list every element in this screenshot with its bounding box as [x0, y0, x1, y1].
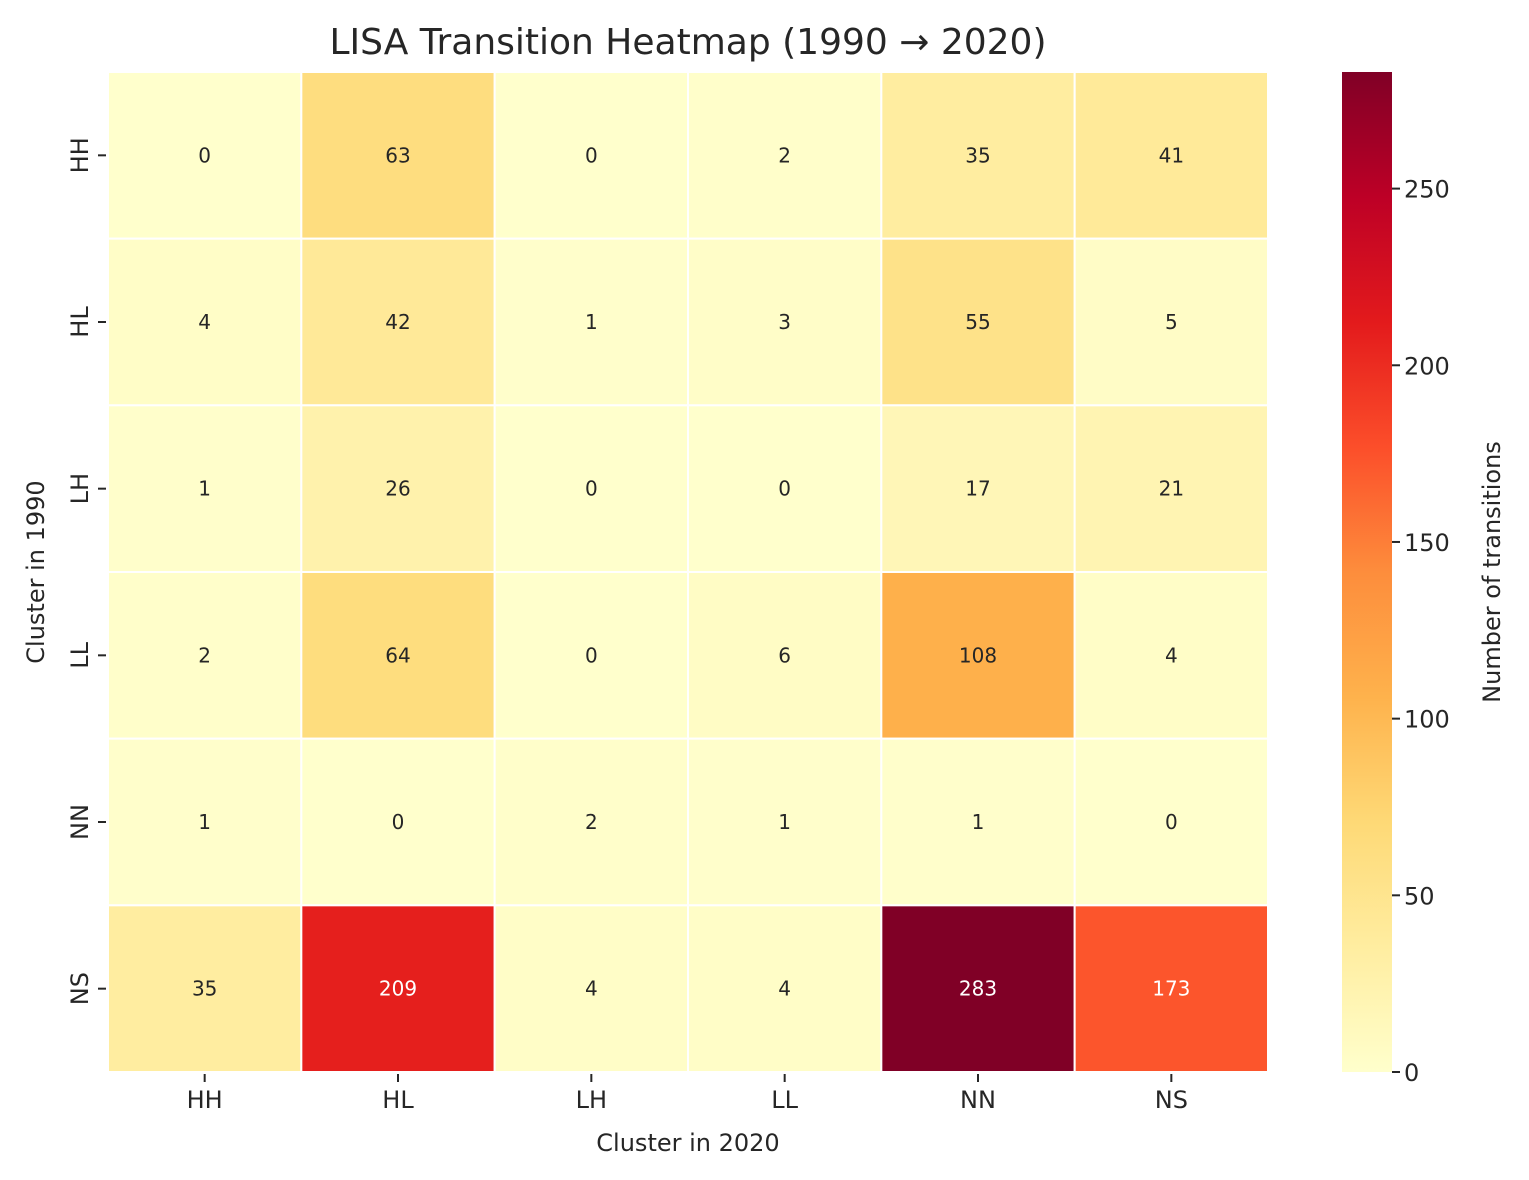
- heatmap-cell: [493, 737, 689, 907]
- cell-value-label: 1: [198, 477, 211, 501]
- heatmap-cell: [107, 737, 303, 907]
- x-axis-ticks: HH HL LH LL NN NS: [187, 1074, 1188, 1114]
- heatmap-cell: [687, 737, 883, 907]
- cell-value-label: 1: [585, 310, 598, 334]
- heatmap-cell: [493, 404, 689, 574]
- cell-value-label: 0: [585, 477, 598, 501]
- cell-value-label: 5: [1165, 310, 1178, 334]
- heatmap-cell: [300, 571, 496, 740]
- cell-value-label: 42: [385, 310, 410, 334]
- colorbar-tick-label: 200: [1404, 352, 1450, 380]
- cell-value-label: 173: [1152, 977, 1190, 1001]
- cell-value-label: 0: [1165, 810, 1178, 834]
- cell-value-label: 2: [198, 643, 211, 667]
- x-tick-label: LH: [576, 1086, 607, 1114]
- y-axis-ticks: HH HL LH LL NN NS: [66, 137, 106, 1005]
- y-tick-label: NS: [66, 972, 94, 1005]
- y-axis-label: Cluster in 1990: [22, 480, 50, 663]
- heatmap-cell: [880, 904, 1076, 1073]
- y-tick-label: HL: [66, 306, 94, 338]
- colorbar-tick-label: 150: [1404, 529, 1450, 557]
- colorbar-tick-label: 100: [1404, 706, 1450, 734]
- cell-value-label: 0: [778, 477, 791, 501]
- heatmap-cell: [687, 404, 883, 574]
- y-tick-label: NN: [66, 804, 94, 840]
- x-tick-label: HL: [382, 1086, 414, 1114]
- cell-value-label: 0: [198, 143, 211, 167]
- cell-value-label: 35: [965, 143, 990, 167]
- cell-value-label: 1: [972, 810, 985, 834]
- cell-value-label: 0: [392, 810, 405, 834]
- x-tick-label: NN: [960, 1086, 996, 1114]
- heatmap-cell: [687, 237, 883, 407]
- heatmap-cells: 0 63 0 2 35 414 42 1 3 55 51 26 0 0 17 212 64 0 6 108 41 0 2 1 1…: [107, 71, 1269, 1073]
- cell-value-label: 1: [778, 810, 791, 834]
- colorbar-tick-label: 50: [1404, 882, 1435, 910]
- y-tick-label: HH: [66, 137, 94, 173]
- cell-value-label: 108: [959, 643, 997, 667]
- heatmap-cell: [880, 571, 1076, 740]
- colorbar-tick-label: 0: [1404, 1059, 1419, 1087]
- heatmap-cell: [107, 404, 303, 574]
- cell-value-label: 4: [778, 977, 791, 1001]
- colorbar: [1342, 72, 1392, 1072]
- colorbar-tick-label: 250: [1404, 176, 1450, 204]
- y-tick-label: LL: [66, 641, 94, 668]
- heatmap-cell: [1073, 237, 1269, 407]
- heatmap-cell: [107, 571, 303, 740]
- cell-value-label: 0: [585, 643, 598, 667]
- heatmap-cell: [880, 737, 1076, 907]
- colorbar-ticks: 0 50 100 150 200 250: [1392, 176, 1450, 1087]
- heatmap-cell: [107, 904, 303, 1073]
- heatmap-cell: [300, 71, 496, 240]
- cell-value-label: 64: [385, 643, 410, 667]
- x-axis-label: Cluster in 2020: [596, 1129, 779, 1157]
- cell-value-label: 3: [778, 310, 791, 334]
- cell-value-label: 1: [198, 810, 211, 834]
- heatmap-cell: [687, 571, 883, 740]
- y-tick-label: LH: [66, 473, 94, 504]
- heatmap-cell: [1073, 571, 1269, 740]
- cell-value-label: 2: [778, 143, 791, 167]
- cell-value-label: 4: [1165, 643, 1178, 667]
- heatmap-cell: [687, 71, 883, 240]
- cell-value-label: 41: [1159, 143, 1184, 167]
- cell-value-label: 63: [385, 143, 410, 167]
- heatmap-cell: [300, 404, 496, 574]
- cell-value-label: 6: [778, 643, 791, 667]
- cell-value-label: 2: [585, 810, 598, 834]
- x-tick-label: LL: [771, 1086, 798, 1114]
- heatmap-cell: [300, 237, 496, 407]
- cell-value-label: 35: [192, 977, 217, 1001]
- x-tick-label: HH: [187, 1086, 223, 1114]
- heatmap-cell: [880, 71, 1076, 240]
- heatmap-cell: [687, 904, 883, 1073]
- heatmap-cell: [1073, 737, 1269, 907]
- chart-title: LISA Transition Heatmap (1990 → 2020): [330, 22, 1047, 63]
- heatmap-cell: [493, 71, 689, 240]
- cell-value-label: 4: [198, 310, 211, 334]
- heatmap-cell: [1073, 71, 1269, 240]
- x-tick-label: NS: [1155, 1086, 1188, 1114]
- cell-value-label: 0: [585, 143, 598, 167]
- heatmap-cell: [1073, 904, 1269, 1073]
- heatmap-cell: [107, 71, 303, 240]
- cell-value-label: 283: [959, 977, 997, 1001]
- colorbar-label: Number of transitions: [1478, 441, 1506, 703]
- cell-value-label: 209: [379, 977, 417, 1001]
- heatmap-cell: [493, 571, 689, 740]
- heatmap-cell: [880, 404, 1076, 574]
- heatmap-cell: [1073, 404, 1269, 574]
- cell-value-label: 21: [1159, 477, 1184, 501]
- cell-value-label: 55: [965, 310, 990, 334]
- cell-value-label: 26: [385, 477, 410, 501]
- cell-value-label: 17: [965, 477, 990, 501]
- cell-value-label: 4: [585, 977, 598, 1001]
